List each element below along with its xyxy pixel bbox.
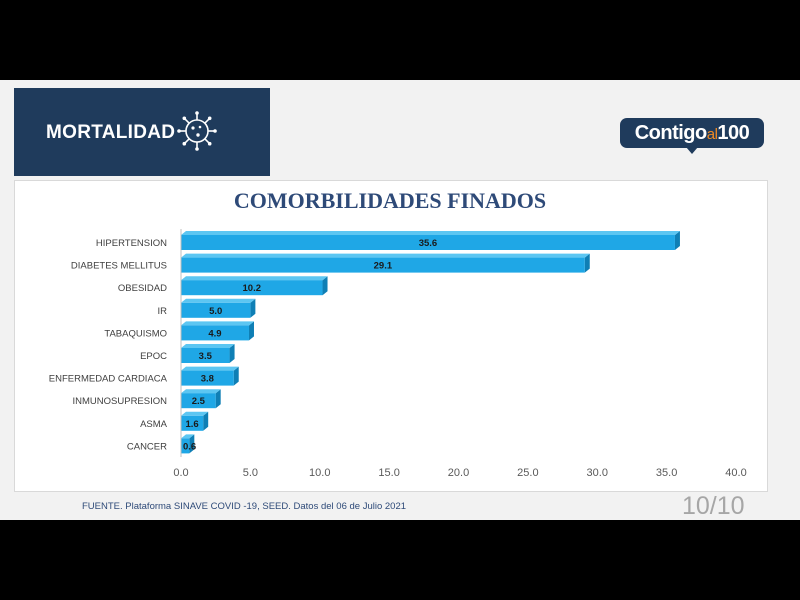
bar-side — [674, 231, 680, 250]
x-tick-label: 20.0 — [448, 467, 469, 479]
logo-main: Contigo — [634, 122, 708, 144]
bar — [181, 370, 234, 386]
category-label: EPOC — [140, 351, 167, 362]
bar — [181, 280, 323, 296]
bar — [181, 393, 216, 409]
value-label: 2.5 — [192, 396, 206, 407]
bar-chart: HIPERTENSION 35.6 DIABETES MELLITUS 29.1 OBE… — [49, 229, 747, 479]
bar-top — [181, 366, 239, 371]
chart-title: COMORBILIDADES FINADOS — [233, 188, 547, 213]
virus-icon — [177, 111, 217, 151]
header-title: MORTALIDAD — [46, 122, 176, 143]
bar-side — [322, 276, 328, 296]
value-label: 4.9 — [208, 328, 221, 339]
x-tick-label: 10.0 — [309, 467, 330, 479]
source-note: FUENTE. Plataforma SINAVE COVID -19, SEE… — [82, 501, 407, 512]
slide: MORTALIDAD Conti — [0, 80, 800, 520]
value-label: 35.6 — [419, 238, 438, 249]
x-tick-label: 35.0 — [656, 467, 677, 479]
category-label: ENFERMEDAD CARDIACA — [49, 374, 168, 385]
logo-tail — [686, 147, 698, 154]
bar-top — [181, 389, 221, 394]
value-label: 29.1 — [374, 261, 393, 272]
bar-side — [584, 253, 590, 273]
x-tick-label: 0.0 — [173, 467, 188, 479]
category-label: ASMA — [140, 419, 168, 430]
x-tick-label: 25.0 — [517, 467, 538, 479]
x-tick-label: 5.0 — [243, 467, 258, 479]
category-label: TABAQUISMO — [104, 328, 167, 339]
category-label: INMUNOSUPRESION — [73, 396, 168, 407]
bar-side — [189, 434, 195, 454]
bar-top — [181, 276, 328, 281]
bar — [181, 302, 251, 318]
bar — [181, 415, 204, 431]
bar-side — [250, 298, 256, 318]
bar — [181, 325, 249, 341]
bar — [181, 438, 190, 454]
category-label: IR — [158, 306, 168, 317]
bar-top — [181, 321, 254, 326]
value-label: 1.6 — [185, 419, 198, 430]
value-label: 0.6 — [183, 441, 196, 452]
logo-number: 100 — [717, 122, 750, 144]
bar-side — [248, 321, 254, 341]
bar — [181, 257, 585, 273]
bar-top — [181, 434, 195, 439]
bar-top — [181, 411, 209, 416]
bar-top — [181, 298, 256, 303]
category-label: DIABETES MELLITUS — [71, 261, 167, 272]
category-label: OBESIDAD — [118, 283, 167, 294]
value-label: 3.8 — [201, 374, 214, 385]
bar-side — [215, 389, 221, 409]
value-label: 10.2 — [243, 283, 262, 294]
bar-side — [203, 411, 209, 431]
bar — [181, 235, 675, 250]
page-number: 10/10 — [682, 492, 745, 520]
logo-accent: al — [706, 126, 718, 143]
x-tick-label: 15.0 — [378, 467, 399, 479]
bar-top — [181, 344, 235, 348]
bar-top — [181, 253, 590, 258]
category-label: CANCER — [127, 441, 167, 452]
x-tick-label: 40.0 — [725, 467, 746, 479]
bar-side — [229, 344, 235, 363]
x-tick-label: 30.0 — [587, 467, 608, 479]
bar-top — [181, 231, 680, 235]
category-label: HIPERTENSION — [96, 238, 167, 249]
bar-side — [233, 366, 239, 386]
header-panel: MORTALIDAD — [14, 88, 270, 176]
bar — [181, 348, 230, 363]
contigo-al-100-logo: Contigoal100 — [620, 118, 764, 148]
value-label: 3.5 — [199, 351, 213, 362]
value-label: 5.0 — [209, 306, 222, 317]
